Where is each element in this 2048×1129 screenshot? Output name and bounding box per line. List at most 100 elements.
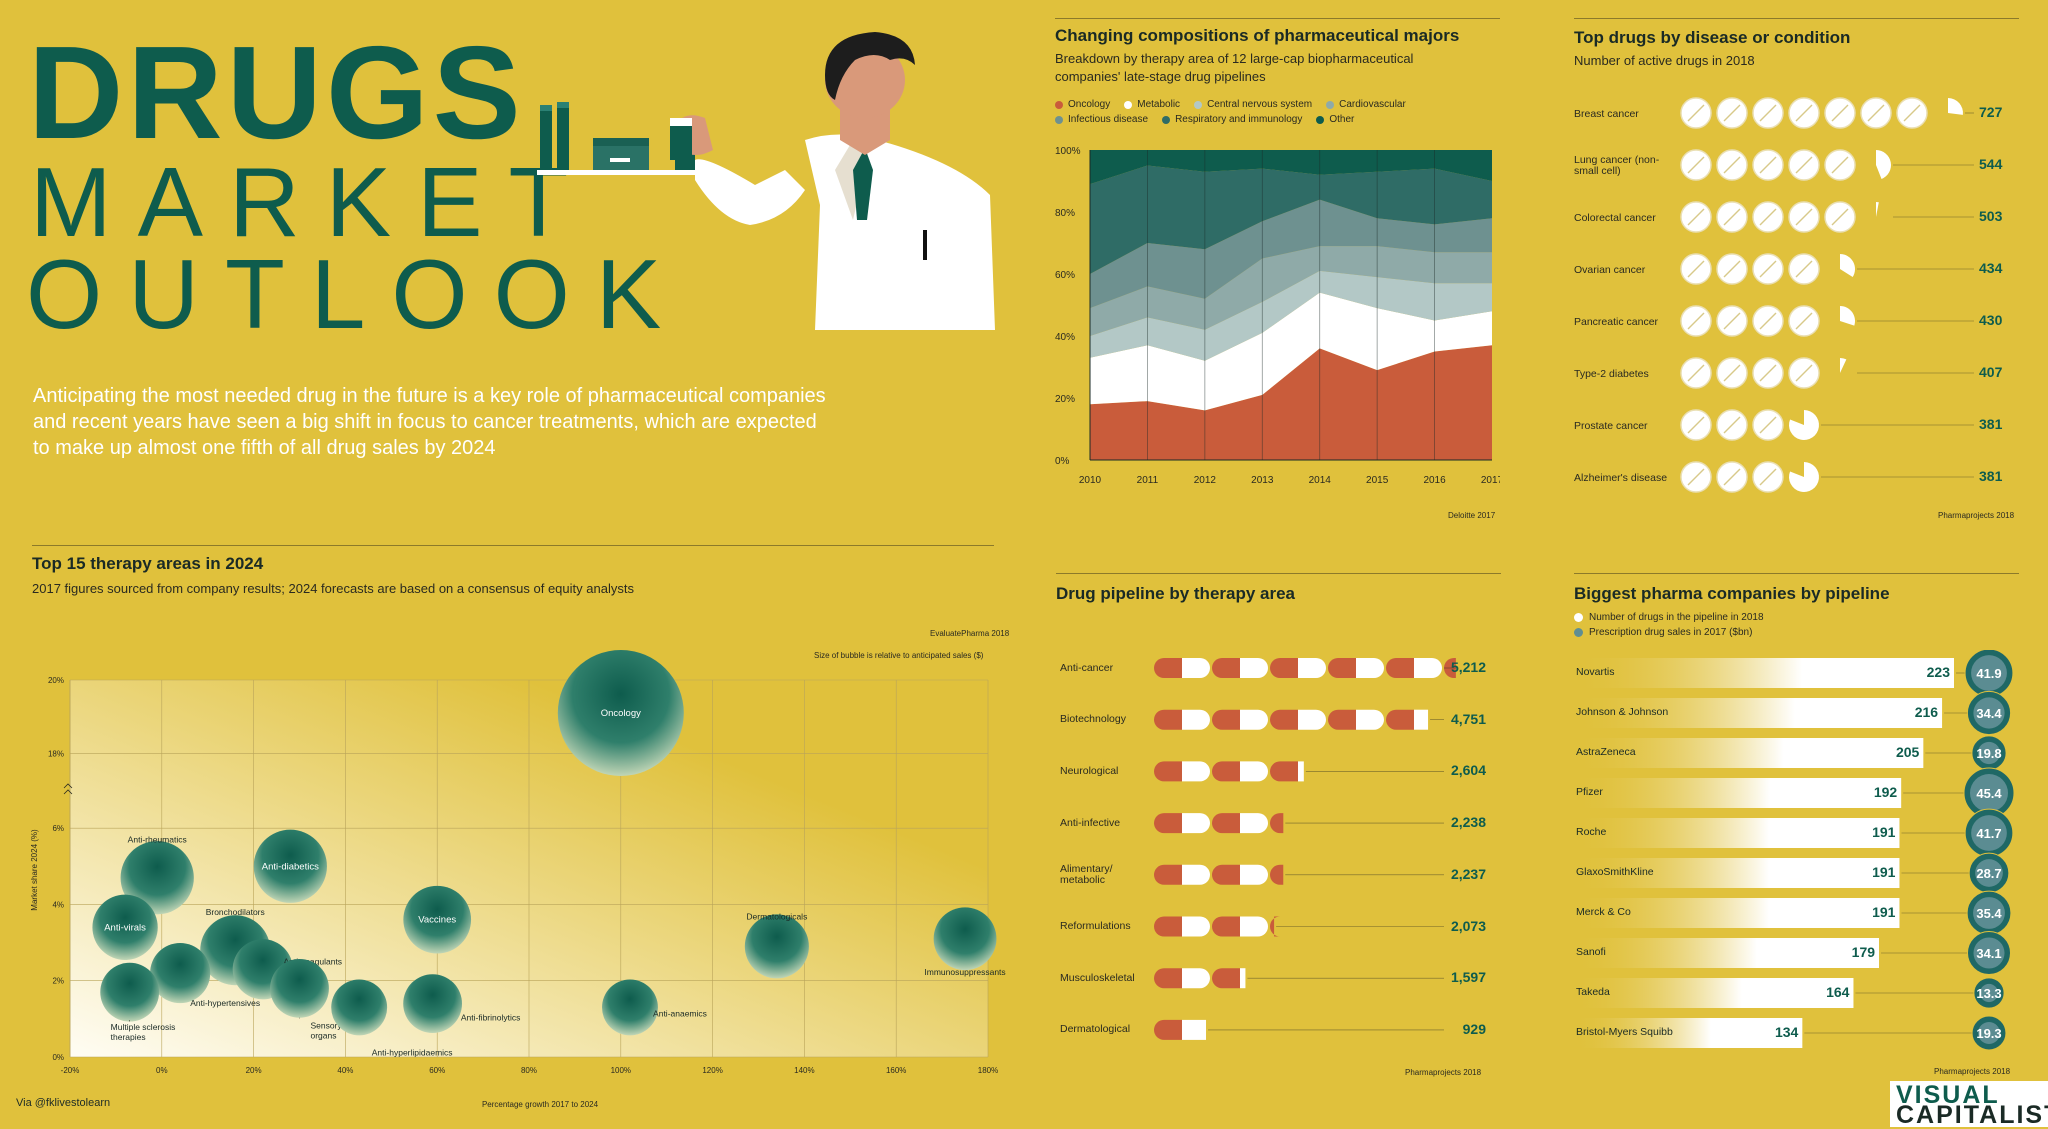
area-series [1090,246,1492,336]
y-tick-label: 2% [52,977,64,986]
x-tick-label: 2016 [1423,475,1446,486]
capsule-half-orange [1270,658,1298,678]
capsule-half-orange [1154,813,1182,834]
x-tick-label: 20% [246,1066,262,1075]
company-name: Sanofi [1576,946,1606,958]
capsule-half-orange [1270,864,1284,885]
legend-item: Other [1316,114,1354,125]
partial-pill-icon [1840,254,1855,278]
company-name: Johnson & Johnson [1576,706,1669,718]
legend-item: Central nervous system [1194,99,1312,110]
pipeline-title: Drug pipeline by therapy area [1056,584,1296,603]
row-value: 381 [1979,468,2003,484]
capsule-half-white [1182,968,1210,989]
scientist-illustration [537,32,995,330]
x-tick-label: 100% [611,1066,631,1075]
legend-item: Cardiovascular [1326,99,1406,110]
x-tick-label: 0% [156,1066,168,1075]
bubble-label: Anti-virals [104,922,146,933]
capsule-half-white [1414,709,1429,730]
pill-score [1723,260,1741,278]
pill-score [1831,208,1849,226]
pill-score [1795,208,1813,226]
sales-bubble-inner [1975,859,2003,887]
label-line: therapies [111,1032,146,1042]
legend-dot [1316,115,1325,124]
capsule-half-orange [1212,813,1240,834]
pill-score [1687,416,1705,434]
capsule-half-orange [1154,916,1182,937]
row-label: Alzheimer's disease [1574,471,1668,484]
capsule-half-orange [1328,658,1356,678]
therapy-bubble-chart: -20% 0% 20% 40% 60% 80% 100% 120% 140% 160% 180% 0%… [30,650,1006,1109]
companies-legend: Number of drugs in the pipeline in 2018 … [1574,612,1764,638]
sales-bubble-inner [1973,937,2005,969]
sales-bubble-inner [1977,741,2001,765]
area-series [1090,345,1492,460]
pill-score [1723,468,1741,486]
pill-score [1795,364,1813,382]
bubble [744,914,809,979]
legend-dot [1055,115,1063,124]
therapy-source: EvaluatePharma 2018 [930,629,1010,638]
legend-label: Respiratory and immunology [1175,114,1303,125]
capsule-half-orange [1386,658,1414,678]
pill-score [1903,104,1921,122]
capsule-half-orange [1212,864,1240,885]
x-tick-label: 2014 [1309,475,1332,486]
row-label: Lung cancer (non-small cell) [1574,154,1660,177]
capsule-half-white [1240,709,1268,730]
bubble [403,885,472,954]
pipeline-bar [1574,938,1880,968]
x-tick-label: 2015 [1366,475,1389,486]
pipeline-source: Pharmaprojects 2018 [1405,1068,1482,1077]
pipeline-bar [1574,658,1954,688]
drug-count: 191 [1872,824,1896,840]
pipeline-bar [1574,978,1854,1008]
pipeline-bar [1574,698,1943,728]
row-value: 2,073 [1450,917,1486,934]
capsule-half-orange [1386,709,1414,730]
legend-label-drugs: Number of drugs in the pipeline in 2018 [1589,612,1764,623]
partial-pill-icon [1840,306,1855,326]
partial-pill-icon [1789,410,1819,440]
therapy-note: Size of bubble is relative to anticipate… [814,651,984,660]
row-value: 381 [1979,416,2003,432]
row-value: 929 [1462,1020,1486,1037]
pill-score [1723,208,1741,226]
legend-label: Oncology [1068,99,1111,110]
drug-count: 192 [1873,784,1898,800]
capsule-half-orange [1212,761,1240,782]
top-drugs-subtitle: Number of active drugs in 2018 [1574,53,1755,68]
sales-bubble-inner [1971,815,2007,851]
pill-score [1795,312,1813,330]
sales-bubble-inner [1970,774,2008,812]
bubble-label: Anti-coagulants [283,956,342,966]
row-label: Pancreatic cancer [1574,315,1659,328]
divider [1574,18,2019,19]
pill-score [1759,364,1777,382]
x-tick-label: 80% [521,1066,537,1075]
sales-value: 19.8 [1976,746,2001,761]
row-label: Type-2 diabetes [1574,367,1649,380]
company-graphic: 41.9 34.4 19.8 45.4 41.7 28.7 35.4 34.1 13.3 19.3 [1574,650,2015,1051]
sales-value: 35.4 [1976,906,2002,921]
sales-value: 34.4 [1976,706,2002,721]
partial-pill-icon [1840,358,1847,373]
row-label: Musculoskeletal [1060,971,1135,984]
capsule-half-orange [1212,709,1240,730]
bubble [120,841,194,915]
sales-value: 41.9 [1976,666,2001,681]
pill-score [1687,364,1705,382]
bubble-label: Bronchodilators [206,907,265,917]
y-tick-label: 40% [1055,332,1075,343]
legend-label-sales: Prescription drug sales in 2017 ($bn) [1589,627,1753,638]
bubble [150,942,211,1004]
therapy-subtitle: 2017 figures sourced from company result… [32,581,634,596]
pill-score [1687,156,1705,174]
pill-score [1723,156,1741,174]
drug-count: 205 [1895,744,1920,760]
divider [1574,573,2019,574]
via-credit: Via @fklivestolearn [16,1097,111,1109]
y-tick-label: 20% [1055,394,1075,405]
